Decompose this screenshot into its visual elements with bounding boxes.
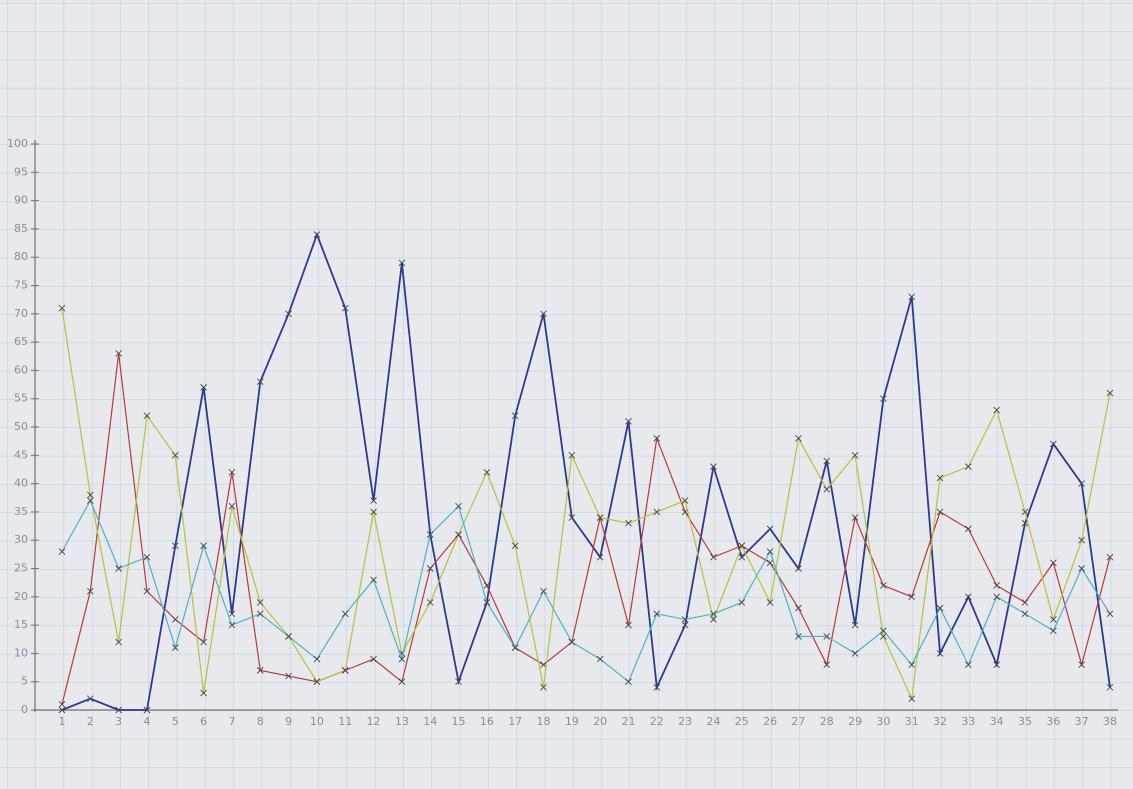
x-tick-label: 1 (59, 715, 66, 728)
y-tick-label: 45 (14, 448, 28, 461)
y-tick-label: 65 (14, 335, 28, 348)
x-tick-label: 22 (650, 715, 664, 728)
y-tick-label: 15 (14, 618, 28, 631)
x-tick-label: 8 (257, 715, 264, 728)
x-tick-label: 5 (172, 715, 179, 728)
x-tick-label: 38 (1103, 715, 1117, 728)
x-tick-label: 36 (1046, 715, 1060, 728)
y-tick-label: 75 (14, 279, 28, 292)
y-tick-label: 25 (14, 562, 28, 575)
x-tick-label: 16 (480, 715, 494, 728)
x-tick-label: 29 (848, 715, 862, 728)
y-tick-label: 60 (14, 363, 28, 376)
x-tick-label: 3 (115, 715, 122, 728)
x-tick-label: 12 (367, 715, 381, 728)
paper-grid (0, 0, 1133, 789)
x-tick-label: 24 (706, 715, 720, 728)
y-tick-label: 30 (14, 533, 28, 546)
y-tick-label: 0 (21, 703, 28, 716)
y-tick-label: 100 (7, 137, 28, 150)
y-tick-label: 55 (14, 392, 28, 405)
x-tick-label: 14 (423, 715, 437, 728)
x-tick-label: 20 (593, 715, 607, 728)
y-tick-label: 90 (14, 194, 28, 207)
y-tick-label: 70 (14, 307, 28, 320)
x-tick-label: 23 (678, 715, 692, 728)
y-tick-label: 50 (14, 420, 28, 433)
y-tick-label: 35 (14, 505, 28, 518)
x-tick-label: 17 (508, 715, 522, 728)
x-tick-label: 32 (933, 715, 947, 728)
x-tick-label: 9 (285, 715, 292, 728)
x-tick-label: 21 (621, 715, 635, 728)
x-tick-label: 4 (143, 715, 150, 728)
x-tick-label: 33 (961, 715, 975, 728)
x-tick-label: 26 (763, 715, 777, 728)
y-tick-label: 40 (14, 477, 28, 490)
y-tick-label: 5 (21, 675, 28, 688)
y-tick-label: 20 (14, 590, 28, 603)
chart: 0510152025303540455055606570758085909510… (0, 0, 1133, 789)
x-tick-label: 19 (565, 715, 579, 728)
x-tick-label: 11 (338, 715, 352, 728)
x-tick-label: 13 (395, 715, 409, 728)
x-tick-label: 31 (905, 715, 919, 728)
x-tick-label: 27 (791, 715, 805, 728)
x-tick-label: 37 (1075, 715, 1089, 728)
x-tick-label: 10 (310, 715, 324, 728)
x-tick-label: 2 (87, 715, 94, 728)
x-tick-label: 25 (735, 715, 749, 728)
y-tick-label: 95 (14, 165, 28, 178)
x-tick-label: 35 (1018, 715, 1032, 728)
y-tick-label: 10 (14, 646, 28, 659)
x-tick-label: 30 (876, 715, 890, 728)
x-tick-label: 34 (990, 715, 1004, 728)
y-tick-label: 85 (14, 222, 28, 235)
x-tick-label: 28 (820, 715, 834, 728)
x-tick-label: 6 (200, 715, 207, 728)
x-tick-label: 15 (452, 715, 466, 728)
x-tick-label: 18 (537, 715, 551, 728)
x-tick-label: 7 (228, 715, 235, 728)
y-tick-label: 80 (14, 250, 28, 263)
